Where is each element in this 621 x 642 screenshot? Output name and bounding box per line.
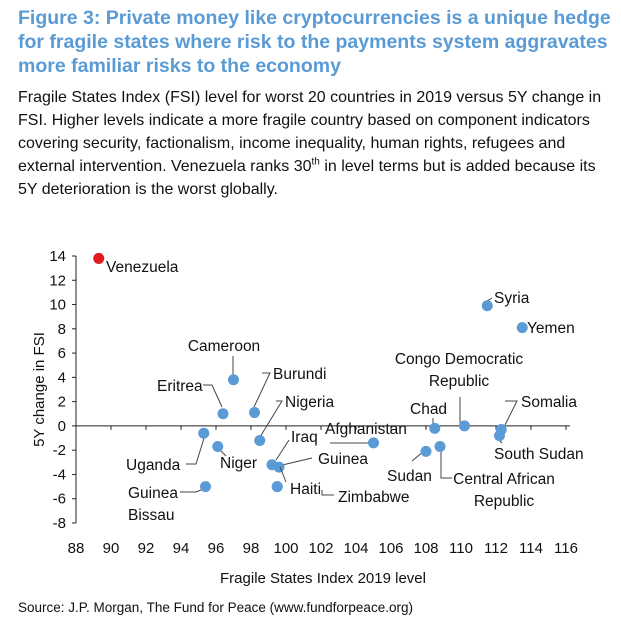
leader-line-uganda — [186, 434, 206, 465]
data-point-nigeria — [254, 434, 266, 446]
point-label-guinea: Guinea — [318, 451, 368, 468]
point-label-south-sudan: South Sudan — [494, 446, 584, 463]
leader-line-iraq — [275, 439, 290, 461]
x-tick-label: 96 — [208, 540, 225, 557]
x-tick-label: 102 — [308, 540, 333, 557]
point-label-cameroon: Cameroon — [188, 338, 260, 355]
data-point-zimbabwe — [271, 481, 283, 493]
description-text-end: in level terms but is added because its … — [18, 158, 596, 198]
point-label-haiti: Haiti — [290, 481, 321, 498]
y-tick-label: 4 — [58, 369, 66, 386]
data-point-cameroon — [228, 374, 239, 386]
x-tick-label: 90 — [103, 540, 120, 557]
point-label-sudan: Sudan — [387, 468, 432, 485]
x-tick-label: 88 — [68, 540, 85, 557]
data-point-niger — [212, 441, 224, 453]
point-label-syria: Syria — [494, 290, 530, 307]
data-point-afghanistan — [368, 437, 379, 449]
y-axis-title: 5Y change in FSI — [31, 332, 48, 447]
leader-line-central-african-republic — [440, 449, 452, 479]
source-note: Source: J.P. Morgan, The Fund for Peace … — [18, 600, 413, 615]
figure-description: Fragile States Index (FSI) level for wor… — [18, 86, 608, 201]
data-point-guinea-bissau — [200, 481, 211, 493]
data-point-syria — [481, 300, 493, 312]
point-label-burundi: Burundi — [273, 366, 326, 383]
leader-line-eritrea — [203, 384, 223, 408]
y-tick-label: 6 — [58, 345, 66, 362]
point-label-afghanistan: Afghanistan — [325, 421, 407, 438]
data-point-congo-democratic-republic — [459, 420, 470, 432]
data-point-burundi — [249, 407, 260, 419]
leader-line-haiti — [279, 466, 287, 483]
x-axis-title: Fragile States Index 2019 level — [220, 570, 426, 587]
description-superscript: th — [311, 156, 320, 168]
data-point-sudan — [420, 445, 432, 457]
point-label-central-african-republic: Republic — [474, 493, 535, 510]
y-tick-label: 14 — [49, 248, 66, 265]
point-label-central-african-republic: Central African — [453, 471, 555, 488]
x-tick-label: 98 — [243, 540, 260, 557]
x-tick-label: 100 — [273, 540, 298, 557]
leader-line-zimbabwe — [321, 490, 334, 496]
point-label-yemen: Yemen — [527, 320, 575, 337]
data-point-venezuela — [93, 252, 105, 264]
x-tick-label: 94 — [173, 540, 190, 557]
point-label-venezuela: Venezuela — [106, 259, 179, 276]
data-point-south-sudan — [494, 430, 505, 442]
y-tick-label: -8 — [53, 515, 66, 532]
figure-title: Figure 3: Private money like cryptocurre… — [18, 7, 611, 77]
leader-line-burundi — [253, 372, 271, 408]
x-tick-label: 116 — [554, 540, 578, 557]
data-point-central-african-republic — [434, 441, 446, 453]
data-point-chad — [429, 422, 441, 434]
point-label-congo-democratic-republic: Republic — [429, 373, 490, 390]
x-tick-label: 104 — [343, 540, 368, 557]
point-label-iraq: Iraq — [291, 429, 318, 446]
leader-line-somalia — [504, 400, 518, 426]
y-tick-label: 8 — [58, 321, 66, 338]
y-tick-label: 10 — [49, 297, 66, 314]
point-label-guinea-bissau: Bissau — [128, 507, 175, 524]
data-point-guinea — [273, 461, 285, 473]
x-tick-label: 114 — [519, 540, 543, 557]
x-tick-label: 112 — [484, 540, 508, 557]
point-label-chad: Chad — [410, 401, 447, 418]
x-tick-label: 92 — [138, 540, 155, 557]
point-label-zimbabwe: Zimbabwe — [338, 489, 410, 506]
point-label-nigeria: Nigeria — [285, 394, 334, 411]
y-tick-label: 0 — [58, 418, 66, 435]
point-label-niger: Niger — [220, 455, 257, 472]
point-label-congo-democratic-republic: Congo Democratic — [395, 351, 524, 368]
x-tick-label: 106 — [378, 540, 403, 557]
y-tick-label: 2 — [58, 394, 66, 411]
data-point-yemen — [516, 322, 528, 334]
data-point-uganda — [198, 427, 210, 439]
y-tick-label: -6 — [53, 491, 66, 508]
y-tick-label: 12 — [49, 272, 66, 289]
x-tick-label: 110 — [449, 540, 473, 557]
point-label-eritrea: Eritrea — [157, 378, 203, 395]
leader-line-nigeria — [259, 400, 283, 438]
y-tick-label: -2 — [53, 442, 66, 459]
x-tick-label: 108 — [413, 540, 438, 557]
y-tick-label: -4 — [53, 466, 66, 483]
point-label-somalia: Somalia — [521, 394, 577, 411]
point-label-uganda: Uganda — [126, 457, 181, 474]
description-text: Fragile States Index (FSI) level for wor… — [18, 89, 602, 175]
data-point-eritrea — [217, 408, 229, 420]
point-label-guinea-bissau: Guinea — [128, 485, 178, 502]
